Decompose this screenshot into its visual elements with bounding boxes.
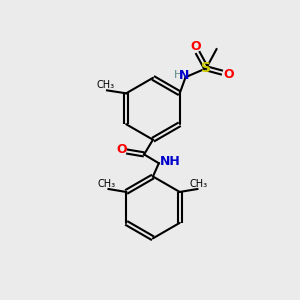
Text: O: O: [224, 68, 234, 81]
Text: N: N: [179, 69, 189, 82]
Text: CH₃: CH₃: [97, 80, 115, 90]
Text: NH: NH: [160, 155, 181, 168]
Text: O: O: [117, 143, 127, 157]
Text: CH₃: CH₃: [190, 179, 208, 189]
Text: S: S: [201, 61, 211, 75]
Text: CH₃: CH₃: [98, 179, 116, 189]
Text: O: O: [190, 40, 201, 53]
Text: H: H: [174, 70, 182, 80]
